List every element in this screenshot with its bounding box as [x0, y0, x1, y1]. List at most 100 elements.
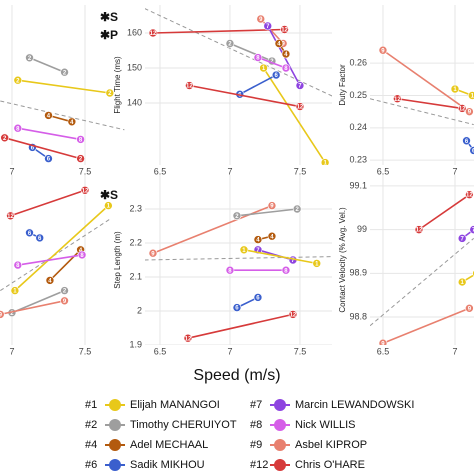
y-tick-label: 0.25: [349, 90, 367, 100]
point-label: 9: [281, 42, 285, 48]
y-axis-title: Step Length (m): [113, 231, 122, 289]
y-tick-label: 2.2: [129, 237, 142, 247]
series-line: [236, 208, 298, 217]
point: [450, 84, 460, 94]
point-label: 8: [228, 268, 232, 274]
point: [13, 75, 23, 85]
y-tick-label: 0.26: [349, 58, 367, 68]
point-label: 8: [80, 253, 84, 259]
series-line: [257, 56, 287, 69]
point: [378, 45, 388, 55]
point: [465, 107, 474, 116]
point-label: 12: [416, 228, 423, 234]
legend-label: #4: [85, 439, 97, 451]
point-label: 9: [381, 341, 385, 347]
point-label: 6: [235, 306, 239, 312]
series-line: [152, 204, 273, 254]
legend-name: Adel MECHAAL: [130, 439, 208, 451]
x-tick-label: 7.5: [79, 166, 92, 176]
point-label: 1: [262, 66, 266, 72]
point: [263, 21, 273, 31]
point: [259, 63, 268, 73]
point-label: 1: [315, 261, 319, 267]
point-label: 7: [461, 236, 465, 242]
point: [274, 39, 284, 48]
y-axis-title: Flight Time (ms): [113, 56, 122, 114]
series-line: [4, 137, 81, 160]
point: [295, 102, 305, 111]
x-tick-label: 7: [452, 346, 457, 356]
x-tick-label: 7.5: [294, 346, 307, 356]
panel: 9 9 2 2 4 4 7 7 1 1 8 8 6 6 12 12: [145, 175, 332, 345]
legend-swatch: [274, 419, 286, 431]
point: [465, 190, 474, 199]
point: [378, 338, 388, 345]
point: [281, 265, 291, 275]
point-label: 8: [284, 66, 288, 72]
point: [253, 235, 263, 244]
point-label: 7: [266, 24, 270, 30]
series-line: [262, 67, 326, 163]
point: [185, 81, 194, 90]
point-label: 12: [150, 31, 157, 37]
point-label: 1: [107, 204, 111, 210]
point: [76, 135, 85, 144]
point-label: 4: [284, 52, 288, 58]
point-label: 9: [63, 299, 67, 305]
y-tick-label: 0.24: [349, 122, 367, 132]
series-line: [187, 313, 294, 339]
x-tick-label: 6.5: [377, 346, 390, 356]
x-tick-label: 7: [452, 166, 457, 176]
point: [77, 250, 87, 260]
trend-line: [145, 8, 332, 97]
point-label: 1: [323, 161, 327, 167]
legend-name: Chris O'HARE: [295, 459, 365, 471]
point-label: 4: [277, 42, 281, 48]
y-tick-label: 2.3: [129, 203, 142, 213]
series-line: [11, 289, 65, 314]
point: [6, 211, 15, 221]
series-line: [382, 49, 470, 113]
legend-label: #7: [250, 399, 262, 411]
series-line: [418, 194, 470, 231]
point-label: 12: [394, 97, 401, 103]
panel: 1212114466882299: [0, 175, 113, 345]
point-label: 6: [256, 295, 260, 301]
y-tick-label: 99.1: [349, 180, 367, 190]
point: [35, 233, 45, 243]
point: [45, 276, 55, 285]
point-label: 6: [465, 139, 469, 145]
x-tick-label: 7: [9, 346, 14, 356]
point: [239, 245, 249, 255]
legend-swatch: [109, 399, 121, 411]
series-line: [152, 28, 285, 34]
point: [462, 136, 471, 146]
series-line: [49, 249, 82, 281]
legend-swatch: [274, 399, 286, 411]
point: [465, 303, 474, 313]
point-label: 6: [47, 157, 51, 163]
point-label: 6: [28, 231, 32, 237]
point-label: 9: [468, 110, 472, 116]
point: [13, 123, 23, 133]
point-label: 6: [31, 145, 35, 151]
point-label: 2: [108, 91, 112, 97]
point-label: 7: [256, 248, 260, 254]
legend-label: #9: [250, 439, 262, 451]
point-label: 8: [16, 263, 20, 269]
point-label: 12: [186, 84, 193, 90]
trend-line: [370, 98, 474, 126]
trend-line: [0, 100, 125, 131]
point: [256, 14, 266, 24]
point-label: 9: [0, 312, 3, 318]
point: [25, 228, 34, 238]
legend-name: Timothy CHERUIYOT: [130, 419, 237, 431]
point-label: 6: [472, 149, 474, 155]
legend-swatch: [109, 439, 121, 451]
series-line: [243, 249, 317, 265]
point-label: 12: [281, 28, 288, 34]
series-line: [189, 84, 301, 108]
series-line: [229, 42, 273, 62]
x-tick-label: 7: [9, 166, 14, 176]
